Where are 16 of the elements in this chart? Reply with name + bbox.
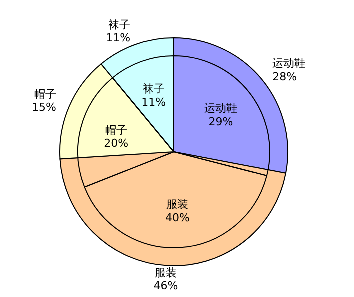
slice-label: 袜子 (142, 82, 165, 96)
slice-label: 运动鞋 (204, 102, 238, 116)
data-label: 11% (142, 96, 166, 109)
data-label: 11% (106, 31, 131, 44)
slice-label: 服装 (166, 198, 189, 212)
data-label: 28% (272, 70, 298, 84)
data-label: 29% (208, 115, 234, 128)
data-label: 20% (104, 137, 129, 150)
data-label: 15% (32, 101, 57, 114)
slice-label: 帽子 (105, 124, 128, 137)
data-label: 46% (154, 280, 178, 293)
data-label: 40% (166, 211, 190, 224)
slice-label: 运动鞋 (272, 57, 306, 70)
slice-label: 袜子 (108, 18, 131, 32)
slice-label: 服装 (154, 266, 177, 280)
slice-label: 帽子 (34, 88, 57, 101)
